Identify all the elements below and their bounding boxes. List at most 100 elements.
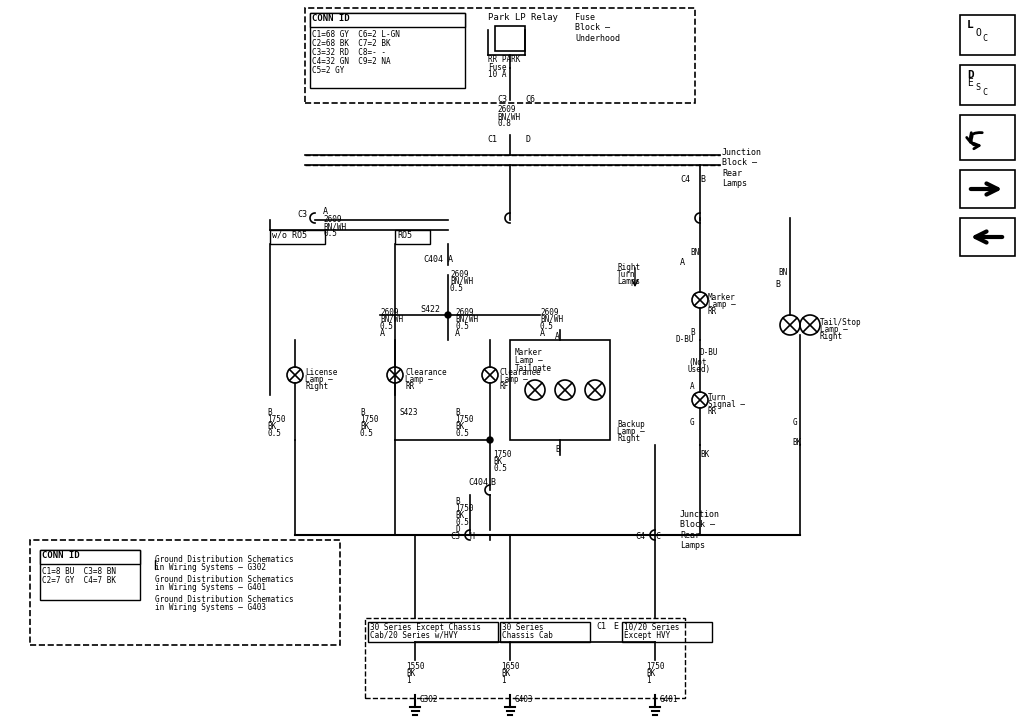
Text: BN/WH: BN/WH <box>450 277 473 286</box>
Text: S: S <box>975 83 980 92</box>
Text: 0.5: 0.5 <box>455 518 469 527</box>
Text: A: A <box>323 207 328 216</box>
Text: S423: S423 <box>400 408 419 417</box>
Text: Right: Right <box>617 434 640 443</box>
Text: BN/WH: BN/WH <box>380 315 403 324</box>
Text: w/o RO5: w/o RO5 <box>272 231 307 240</box>
Text: 2609: 2609 <box>497 105 515 114</box>
Text: C1=8 BU  C3=8 BN: C1=8 BU C3=8 BN <box>42 567 116 576</box>
Text: BK: BK <box>455 422 464 431</box>
Text: C4: C4 <box>635 532 645 541</box>
Text: in Wiring Systems – G302: in Wiring Systems – G302 <box>155 563 266 572</box>
Text: Turn: Turn <box>617 270 636 279</box>
Text: H: H <box>470 532 475 541</box>
Text: C404: C404 <box>423 255 443 264</box>
Text: 1750: 1750 <box>455 415 473 424</box>
Text: 1: 1 <box>406 676 411 685</box>
Text: Lamp –: Lamp – <box>500 375 527 384</box>
Text: BK: BK <box>406 669 416 678</box>
Text: C: C <box>982 34 987 43</box>
Text: D: D <box>455 525 460 534</box>
Text: 10 A: 10 A <box>488 70 507 79</box>
Text: CONN ID: CONN ID <box>312 14 349 23</box>
Text: A: A <box>380 329 385 338</box>
Text: RR: RR <box>708 407 717 416</box>
Text: D: D <box>525 135 530 144</box>
Bar <box>622 622 712 642</box>
Text: Tailgate: Tailgate <box>515 364 552 373</box>
Bar <box>368 622 498 642</box>
Text: B: B <box>490 478 495 487</box>
Text: 30 Series Except Chassis: 30 Series Except Chassis <box>370 623 481 632</box>
Text: Lamps: Lamps <box>617 277 640 286</box>
Text: in Wiring Systems – G403: in Wiring Systems – G403 <box>155 603 266 612</box>
Text: D-BU: D-BU <box>700 348 719 357</box>
Text: 2609: 2609 <box>323 215 341 224</box>
Text: Lamp –: Lamp – <box>515 356 543 365</box>
Text: Ground Distribution Schematics: Ground Distribution Schematics <box>155 555 294 564</box>
Text: BK: BK <box>360 422 370 431</box>
Text: C5=2 GY: C5=2 GY <box>312 66 344 75</box>
Text: A: A <box>555 332 560 341</box>
Text: Except HVY: Except HVY <box>624 631 671 640</box>
Text: O: O <box>975 28 981 38</box>
Text: B: B <box>690 328 694 337</box>
Text: Right: Right <box>617 263 640 272</box>
Text: (Not: (Not <box>688 358 707 367</box>
Bar <box>305 8 695 103</box>
Text: Right: Right <box>820 332 843 341</box>
Text: BK: BK <box>646 669 655 678</box>
Text: 0.5: 0.5 <box>493 464 507 473</box>
Text: Ground Distribution Schematics: Ground Distribution Schematics <box>155 575 294 584</box>
Text: Park LP Relay: Park LP Relay <box>488 13 558 22</box>
Text: C2=7 GY  C4=7 BK: C2=7 GY C4=7 BK <box>42 576 116 585</box>
Text: Ground Distribution Schematics: Ground Distribution Schematics <box>155 595 294 604</box>
Text: 0.8: 0.8 <box>497 119 511 128</box>
Text: Lamp –: Lamp – <box>305 375 333 384</box>
Text: C2=68 BK  C7=2 BK: C2=68 BK C7=2 BK <box>312 39 390 48</box>
Bar <box>270 230 325 244</box>
Text: Junction
Block –
Rear
Lamps: Junction Block – Rear Lamps <box>680 510 720 550</box>
Bar <box>500 622 590 642</box>
Text: B: B <box>267 408 271 417</box>
Bar <box>495 25 525 50</box>
Text: C6: C6 <box>525 95 535 104</box>
Text: G: G <box>690 418 694 427</box>
Text: 0.5: 0.5 <box>360 429 374 438</box>
Text: C404: C404 <box>468 478 488 487</box>
Text: C: C <box>982 88 987 97</box>
Text: D-BU: D-BU <box>676 335 694 344</box>
Text: BK: BK <box>700 450 710 459</box>
Text: 1750: 1750 <box>360 415 379 424</box>
Text: in Wiring Systems – G401: in Wiring Systems – G401 <box>155 583 266 592</box>
Text: Junction
Block –
Rear
Lamps: Junction Block – Rear Lamps <box>722 148 762 188</box>
Text: 0.5: 0.5 <box>455 322 469 331</box>
Text: E: E <box>613 622 618 631</box>
Text: 0.5: 0.5 <box>380 322 394 331</box>
Text: Cab/20 Series w/HVY: Cab/20 Series w/HVY <box>370 631 458 640</box>
Bar <box>30 540 340 645</box>
Text: BK: BK <box>792 438 801 447</box>
Text: 0.5: 0.5 <box>267 429 281 438</box>
Text: BK: BK <box>455 511 464 520</box>
Text: B: B <box>775 280 780 289</box>
Text: BN/WH: BN/WH <box>497 112 520 121</box>
Text: 2609: 2609 <box>540 308 558 317</box>
Text: A: A <box>540 329 545 338</box>
Text: Lamp –: Lamp – <box>820 325 848 334</box>
Text: G302: G302 <box>420 695 438 704</box>
Text: L: L <box>967 20 974 30</box>
Text: 2609: 2609 <box>450 270 469 279</box>
Text: 0.5: 0.5 <box>450 284 464 293</box>
Text: A: A <box>680 258 685 267</box>
Text: 1: 1 <box>501 676 506 685</box>
Text: 1550: 1550 <box>406 662 425 671</box>
Text: BN/WH: BN/WH <box>323 222 346 231</box>
Bar <box>40 550 140 600</box>
Text: RO5: RO5 <box>397 231 412 240</box>
Bar <box>310 13 465 27</box>
Text: Fuse: Fuse <box>488 63 507 72</box>
Bar <box>961 170 1015 208</box>
Text: RR: RR <box>708 307 717 316</box>
Text: C1: C1 <box>487 135 497 144</box>
